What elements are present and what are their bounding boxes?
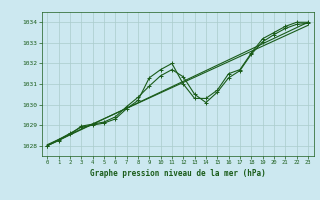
X-axis label: Graphe pression niveau de la mer (hPa): Graphe pression niveau de la mer (hPa) bbox=[90, 169, 266, 178]
